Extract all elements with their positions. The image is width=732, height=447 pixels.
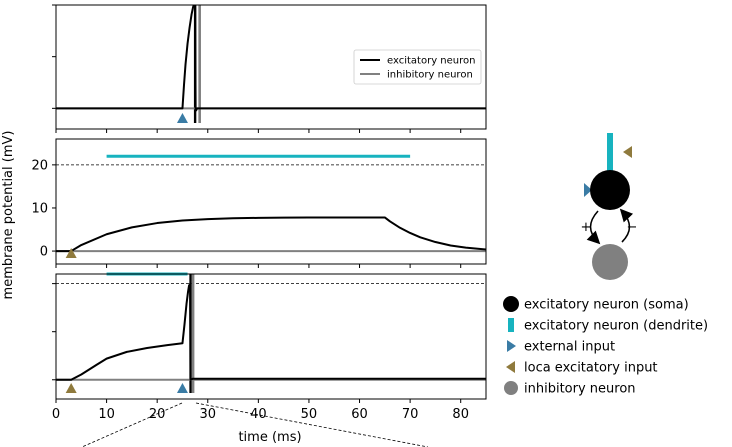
panel-bottom — [52, 272, 487, 400]
legend-entry-inhibitory: inhibitory neuron — [387, 70, 473, 81]
legend-frame — [353, 49, 482, 85]
side-legend: excitatory neuron (soma) excitatory neuro… — [503, 296, 708, 397]
side-legend-local-symbol — [506, 361, 515, 373]
y-axis-label: membrane potential (mV) — [1, 131, 16, 300]
side-legend-label-soma: excitatory neuron (soma) — [524, 298, 689, 313]
zoom-guide-left — [81, 402, 183, 447]
x-axis: 0 10 20 30 40 50 60 70 80 — [52, 399, 469, 422]
side-legend-label-local: loca excitatory input — [524, 361, 658, 376]
panel-top: excitatory neuron inhibitory neuron — [52, 4, 487, 133]
x-tick-label: 0 — [52, 407, 60, 422]
y-tick-label-middle: 20 — [31, 158, 48, 173]
zoom-guide-right — [195, 402, 429, 447]
x-tick-label: 50 — [301, 407, 318, 422]
diagram-dendrite — [607, 133, 613, 171]
y-tick-label-middle: 0 — [40, 245, 48, 260]
x-tick-label: 10 — [98, 407, 115, 422]
external-input-marker-top — [176, 113, 188, 123]
local-input-marker-middle — [65, 248, 77, 258]
x-tick-label: 60 — [351, 407, 368, 422]
diagram-inhibitory-neuron — [592, 244, 628, 280]
x-tick-label: 30 — [199, 407, 216, 422]
y-tick-label-middle: 10 — [31, 201, 48, 216]
x-tick-label: 80 — [452, 407, 469, 422]
diagram-excitatory-soma — [590, 170, 630, 210]
x-tick-label: 40 — [250, 407, 267, 422]
panel-middle: 0 10 20 — [31, 138, 487, 268]
diagram-minus-label: − — [627, 220, 638, 235]
plot-panels: excitatory neuron inhibitory neuron 0 10 20 — [31, 4, 487, 400]
axis-frame-middle — [55, 138, 487, 265]
external-input-marker-bottom — [176, 383, 188, 393]
diagram-arrow-inhibitory-to-excitatory — [619, 208, 634, 243]
side-legend-label-inhibitory: inhibitory neuron — [524, 382, 636, 397]
series-excitatory-top — [56, 5, 486, 112]
axis-frame-bottom — [55, 273, 487, 400]
side-legend-soma-symbol — [503, 296, 519, 312]
diagram-arrow-excitatory-to-inhibitory — [586, 210, 601, 245]
panel-legend: excitatory neuron inhibitory neuron — [353, 49, 482, 85]
axis-frame-top — [55, 4, 487, 130]
side-legend-dendrite-symbol — [508, 318, 514, 332]
series-group-bottom — [56, 274, 486, 393]
side-legend-inhibitory-symbol — [504, 381, 518, 395]
series-excitatory-middle — [56, 216, 486, 253]
side-legend-external-symbol — [507, 340, 516, 352]
series-excitatory-bottom — [56, 283, 486, 381]
legend-entry-excitatory: excitatory neuron — [387, 56, 475, 67]
x-tick-label: 20 — [149, 407, 166, 422]
local-input-marker-bottom — [65, 383, 77, 393]
diagram-plus-label: + — [581, 220, 592, 235]
series-group-middle — [56, 216, 486, 253]
diagram-external-input-marker — [584, 183, 592, 197]
x-axis-label: time (ms) — [238, 430, 301, 445]
diagram-local-input-marker — [623, 146, 632, 158]
series-group-top — [56, 5, 486, 123]
x-tick-label: 70 — [402, 407, 419, 422]
side-legend-label-external: external input — [524, 340, 615, 355]
side-legend-label-dendrite: excitatory neuron (dendrite) — [524, 319, 708, 334]
circuit-diagram: + − — [581, 133, 638, 280]
